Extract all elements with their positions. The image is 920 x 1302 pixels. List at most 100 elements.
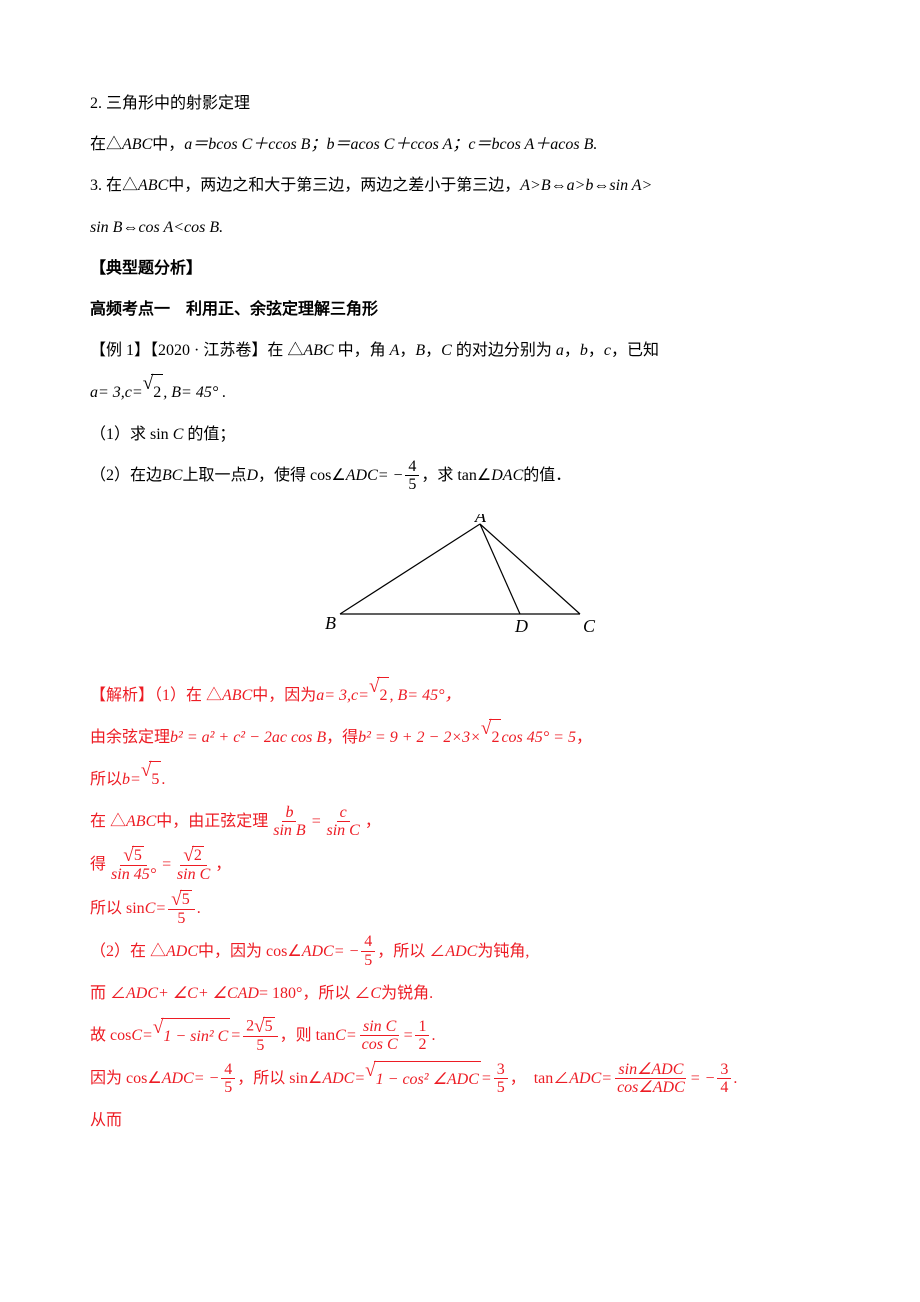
solution-line-3: 所以 b = √5 . [90, 761, 830, 797]
example-statement: 【例 1】【2020 · 江苏卷】在 △ABC 中，角 A，B，C 的对边分别为… [90, 333, 830, 368]
text: ， [576, 720, 592, 755]
text: 【解析】（1）在 △ [90, 678, 222, 713]
text: . [197, 891, 201, 926]
text: 故 cos [90, 1018, 131, 1053]
text: （2）在边 [90, 458, 162, 493]
text: ，使得 cos∠ [258, 458, 346, 493]
solution-line-9: 故 cos C = √1 − sin² C = 2√55，则 tan C = s… [90, 1017, 830, 1055]
math: ADC [162, 1061, 194, 1096]
math: a [316, 678, 324, 713]
math: = [142, 1018, 153, 1053]
text: ， [365, 804, 381, 839]
math: = [601, 1061, 612, 1096]
text: 的对边分别为 [452, 342, 556, 359]
text: ，所以 sin∠ [237, 1061, 322, 1096]
solution-line-10: 因为 cos∠ADC = −45，所以 sin∠ADC = √1 − cos² … [90, 1061, 830, 1097]
math: D [246, 458, 258, 493]
text: 为钝角, [477, 934, 529, 969]
text: （1）求 sin [90, 426, 173, 443]
fraction: 45 [221, 1061, 235, 1097]
text: 3. 在△ [90, 177, 138, 194]
math: = [155, 891, 166, 926]
sqrt: √2 [481, 719, 502, 755]
text: （2）在 △ [90, 934, 166, 969]
math: + ∠ [198, 976, 227, 1011]
fraction: sin∠ADCcos∠ADC [614, 1061, 688, 1097]
math: ADC [302, 934, 334, 969]
math: ABC [138, 177, 168, 194]
text: ， [215, 847, 231, 882]
math: ABC [126, 804, 156, 839]
math: a＝bcos C＋ccos B；b＝acos C＋ccos A；c＝bcos A… [184, 136, 597, 153]
fraction: 34 [717, 1061, 731, 1097]
text: ， [588, 342, 604, 359]
math: = [354, 1061, 365, 1096]
math: = [403, 1018, 414, 1053]
sqrt: √1 − sin² C [153, 1018, 230, 1054]
math: ADC [445, 934, 477, 969]
math: b [580, 342, 588, 359]
math: A [390, 342, 400, 359]
math: A>B⇔a>b⇔sin A> [520, 177, 652, 194]
text: ， tan∠ [510, 1061, 570, 1096]
text: 得 [90, 847, 106, 882]
math: C [187, 976, 198, 1011]
math: ABC [303, 342, 333, 359]
math: a [556, 342, 564, 359]
math: ADC [166, 934, 198, 969]
math: cos 45° = 5 [501, 720, 576, 755]
svg-text:B: B [325, 613, 336, 633]
text: . [161, 762, 165, 797]
text: ， [564, 342, 580, 359]
math: sin B⇔cos A<cos B. [90, 219, 223, 236]
math: C [441, 342, 452, 359]
math: = 45°， [407, 678, 460, 713]
fraction: 45 [361, 933, 375, 969]
text: ，得 [326, 720, 358, 755]
math: c [351, 678, 358, 713]
text: 而 ∠ [90, 976, 126, 1011]
fraction: 12 [415, 1018, 429, 1054]
math: = − [334, 934, 360, 969]
text: ， [425, 342, 441, 359]
math: = 3, [324, 678, 351, 713]
fraction: csin C [324, 804, 363, 840]
text: 为锐角. [381, 976, 433, 1011]
math: ABC [122, 136, 152, 153]
math: ABC [222, 678, 252, 713]
fraction: √2sin C [174, 846, 213, 884]
math: b² = 9 + 2 − 2×3× [358, 720, 481, 755]
math: C [131, 1018, 142, 1053]
math: = − [378, 458, 404, 493]
text: 【例 1】【2020 · 江苏卷】在 △ [90, 342, 303, 359]
math: c [125, 375, 132, 410]
solution-line-1: 【解析】（1）在 △ABC 中，因为 a = 3, c = √2, B = 45… [90, 677, 830, 713]
solution-line-4: 在 △ABC 中，由正弦定理 bsin B = csin C， [90, 804, 830, 840]
math: ADC [569, 1061, 601, 1096]
section-heading-analysis: 【典型题分析】 [90, 251, 830, 286]
theorem-2-body: 在△ABC中，a＝bcos C＋ccos B；b＝acos C＋ccos A；c… [90, 127, 830, 162]
solution-line-5: 得 √5sin 45° = √2sin C， [90, 846, 830, 884]
math: C [335, 1018, 346, 1053]
triangle-diagram: ABDC [90, 514, 830, 647]
text: 在 △ [90, 804, 126, 839]
question-2: （2）在边 BC 上取一点 D，使得 cos∠ADC = −45，求 tan∠D… [90, 458, 830, 494]
math: , B [389, 678, 407, 713]
math: + ∠ [158, 976, 187, 1011]
sqrt: √5 [141, 761, 162, 797]
math: = [346, 1018, 357, 1053]
math: CAD [227, 976, 259, 1011]
text: 的值； [183, 426, 235, 443]
math: b [122, 762, 130, 797]
solution-line-6: 所以 sin C = √55. [90, 890, 830, 928]
text: ，已知 [611, 342, 659, 359]
math: = [230, 1018, 241, 1053]
text: 中， [152, 136, 184, 153]
sqrt: √2 [143, 374, 164, 410]
text: = 180°，所以 ∠ [259, 976, 370, 1011]
text: 中，角 [334, 342, 390, 359]
math: ADC [322, 1061, 354, 1096]
math: ADC [346, 458, 378, 493]
math: ADC [126, 976, 158, 1011]
text: ， [399, 342, 415, 359]
